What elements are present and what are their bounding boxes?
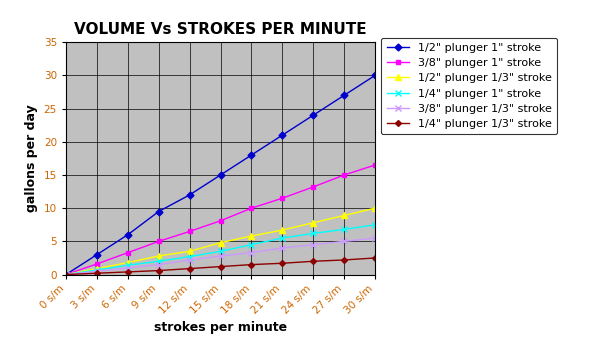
1/4" plunger 1/3" stroke [94, 271, 101, 275]
3/8" plunger 1" stroke [62, 272, 70, 277]
1/4" plunger 1/3" stroke [278, 261, 286, 265]
3/8" plunger 1" stroke [124, 251, 131, 255]
1/4" plunger 1" stroke [310, 231, 317, 235]
3/8" plunger 1/3" stroke [310, 243, 317, 247]
3/8" plunger 1/3" stroke [217, 254, 224, 258]
1/4" plunger 1/3" stroke [371, 256, 379, 260]
X-axis label: strokes per minute: strokes per minute [154, 321, 287, 334]
3/8" plunger 1/3" stroke [94, 269, 101, 274]
3/8" plunger 1" stroke [310, 185, 317, 189]
3/8" plunger 1/3" stroke [124, 266, 131, 270]
1/4" plunger 1/3" stroke [124, 270, 131, 274]
Line: 1/4" plunger 1" stroke: 1/4" plunger 1" stroke [63, 222, 378, 277]
1/4" plunger 1" stroke [248, 243, 255, 247]
1/2" plunger 1" stroke [371, 73, 379, 77]
3/8" plunger 1/3" stroke [186, 258, 193, 262]
3/8" plunger 1" stroke [278, 196, 286, 200]
1/2" plunger 1/3" stroke [310, 221, 317, 225]
1/2" plunger 1" stroke [278, 133, 286, 137]
1/4" plunger 1/3" stroke [186, 266, 193, 271]
1/2" plunger 1" stroke [217, 173, 224, 177]
1/4" plunger 1/3" stroke [155, 269, 162, 273]
1/2" plunger 1/3" stroke [248, 234, 255, 238]
1/4" plunger 1" stroke [217, 249, 224, 253]
Line: 1/2" plunger 1" stroke: 1/2" plunger 1" stroke [64, 73, 377, 277]
1/2" plunger 1/3" stroke [155, 254, 162, 258]
3/8" plunger 1/3" stroke [278, 246, 286, 250]
1/2" plunger 1/3" stroke [371, 206, 379, 210]
1/4" plunger 1/3" stroke [310, 259, 317, 263]
Line: 3/8" plunger 1" stroke: 3/8" plunger 1" stroke [64, 163, 377, 277]
3/8" plunger 1/3" stroke [155, 263, 162, 267]
1/2" plunger 1/3" stroke [217, 240, 224, 245]
Legend: 1/2" plunger 1" stroke, 3/8" plunger 1" stroke, 1/2" plunger 1/3" stroke, 1/4" p: 1/2" plunger 1" stroke, 3/8" plunger 1" … [381, 38, 557, 134]
3/8" plunger 1" stroke [186, 229, 193, 233]
1/2" plunger 1" stroke [155, 209, 162, 214]
Title: VOLUME Vs STROKES PER MINUTE: VOLUME Vs STROKES PER MINUTE [74, 22, 367, 37]
1/2" plunger 1/3" stroke [94, 266, 101, 271]
1/2" plunger 1/3" stroke [62, 272, 70, 277]
1/4" plunger 1" stroke [124, 263, 131, 268]
3/8" plunger 1" stroke [217, 219, 224, 223]
1/4" plunger 1" stroke [371, 223, 379, 227]
1/2" plunger 1/3" stroke [186, 249, 193, 253]
1/2" plunger 1" stroke [310, 113, 317, 117]
3/8" plunger 1" stroke [341, 173, 348, 177]
1/4" plunger 1" stroke [341, 227, 348, 232]
3/8" plunger 1/3" stroke [62, 272, 70, 277]
3/8" plunger 1" stroke [248, 206, 255, 210]
1/4" plunger 1/3" stroke [217, 264, 224, 269]
3/8" plunger 1" stroke [94, 262, 101, 266]
1/2" plunger 1" stroke [94, 252, 101, 257]
1/4" plunger 1" stroke [186, 254, 193, 259]
3/8" plunger 1/3" stroke [371, 236, 379, 240]
1/2" plunger 1" stroke [341, 93, 348, 98]
Line: 1/2" plunger 1/3" stroke: 1/2" plunger 1/3" stroke [63, 206, 378, 277]
1/4" plunger 1" stroke [155, 259, 162, 263]
1/2" plunger 1" stroke [62, 272, 70, 277]
1/2" plunger 1" stroke [248, 153, 255, 157]
3/8" plunger 1" stroke [155, 239, 162, 244]
3/8" plunger 1/3" stroke [341, 239, 348, 244]
1/2" plunger 1/3" stroke [341, 213, 348, 218]
1/2" plunger 1/3" stroke [278, 228, 286, 232]
1/4" plunger 1/3" stroke [341, 258, 348, 262]
Line: 1/4" plunger 1/3" stroke: 1/4" plunger 1/3" stroke [64, 256, 377, 277]
1/2" plunger 1/3" stroke [124, 260, 131, 265]
1/4" plunger 1/3" stroke [62, 272, 70, 277]
1/4" plunger 1/3" stroke [248, 263, 255, 267]
1/4" plunger 1" stroke [94, 268, 101, 272]
1/4" plunger 1" stroke [62, 272, 70, 277]
1/4" plunger 1" stroke [278, 236, 286, 240]
3/8" plunger 1" stroke [371, 163, 379, 167]
Y-axis label: gallons per day: gallons per day [25, 105, 38, 212]
3/8" plunger 1/3" stroke [248, 251, 255, 255]
Line: 3/8" plunger 1/3" stroke: 3/8" plunger 1/3" stroke [63, 235, 378, 277]
1/2" plunger 1" stroke [124, 233, 131, 237]
1/2" plunger 1" stroke [186, 193, 193, 197]
